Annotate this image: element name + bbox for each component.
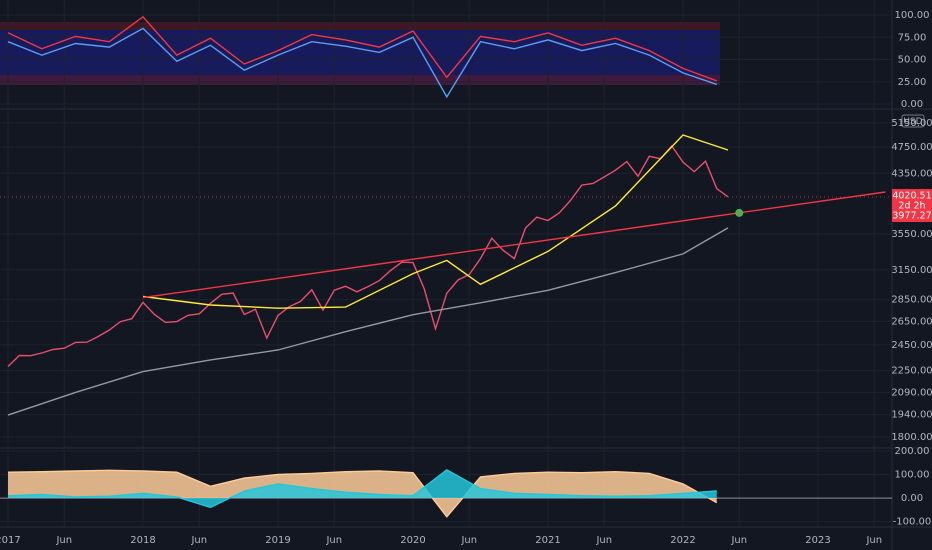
x-tick-label: Jun (325, 535, 342, 546)
x-tick-label: Jun (190, 535, 207, 546)
y-tick-label: 5150.00 (891, 118, 932, 129)
countdown: 2d 2h (898, 201, 925, 212)
plots (0, 0, 892, 526)
series-line (7, 469, 718, 518)
y-tick-label: 100.00 (895, 470, 930, 481)
x-tick-label: Jun (730, 535, 747, 546)
x-tick-label: 2021 (535, 535, 560, 546)
x-tick-label: Jun (460, 535, 477, 546)
y-tick-label: 100.00 (895, 10, 930, 21)
last-price: 4020.51 (892, 191, 931, 202)
x-tick-label: 2023 (805, 535, 830, 546)
y-tick-label: 3550.00 (891, 229, 932, 240)
y-tick-label: 4350.00 (891, 168, 932, 179)
x-tick-label: Jun (595, 535, 612, 546)
currency-box[interactable] (901, 114, 925, 128)
series-line (7, 15, 718, 82)
series-line (7, 227, 729, 416)
currency: USD (903, 117, 922, 127)
series-line (7, 144, 729, 368)
series-line (142, 134, 729, 309)
pane (0, 450, 892, 523)
y-tick-label: 3150.00 (891, 265, 932, 276)
x-tick-label: 2019 (265, 535, 290, 546)
y-tick-label: 200.00 (895, 446, 930, 457)
y-tick-label: 1940.00 (891, 410, 932, 421)
y-tick-label: 2650.00 (891, 316, 932, 327)
x-tick-label: 2018 (130, 535, 155, 546)
series-line (7, 468, 717, 509)
y-tick-label: 4750.00 (891, 142, 932, 153)
y-tick-label: 2250.00 (891, 365, 932, 376)
y-tick-label: 75.00 (898, 32, 927, 43)
y-tick-label: 2850.00 (891, 295, 932, 306)
x-tick-label: 2020 (400, 535, 425, 546)
marker (735, 208, 744, 217)
y-tick-label: 25.00 (898, 77, 927, 88)
x-tick-label: Jun (55, 535, 72, 546)
series-line (142, 191, 886, 299)
x-tick-label: 2017 (0, 535, 21, 546)
rsi-band-upper (0, 22, 720, 30)
x-tick-label: Jun (865, 535, 882, 546)
price-tag-box (892, 189, 932, 222)
pane (0, 122, 892, 438)
y-tick-label: 2090.00 (891, 387, 932, 398)
pane (0, 14, 892, 105)
y-tick-label: 50.00 (898, 55, 927, 66)
series-line (7, 27, 718, 99)
rsi-band-lower (0, 75, 720, 85)
area-fill (8, 469, 717, 508)
y-tick-label: -100.00 (893, 517, 932, 528)
y-tick-label: 2450.00 (891, 340, 932, 351)
y-tick-label: 0.00 (901, 99, 923, 110)
x-tick-label: 2022 (670, 535, 695, 546)
y-tick-label: 1800.00 (891, 432, 932, 443)
price-tag: 3977.27 (892, 211, 931, 222)
y-tick-label: 0.00 (901, 493, 923, 504)
